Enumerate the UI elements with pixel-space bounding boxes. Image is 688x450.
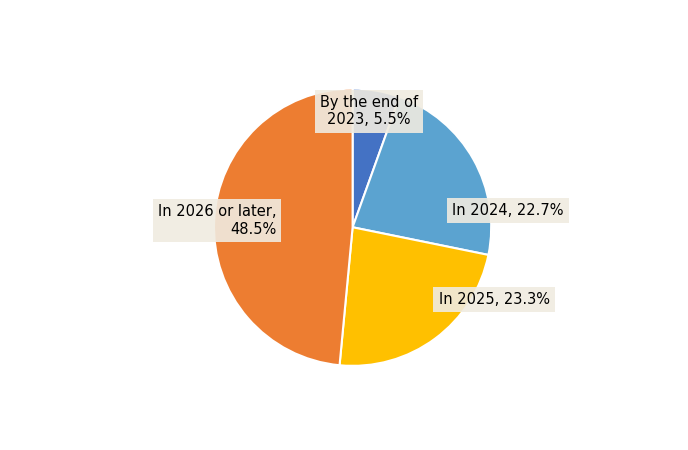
Wedge shape [340, 227, 488, 366]
Wedge shape [353, 97, 491, 255]
Text: By the end of
2023, 5.5%: By the end of 2023, 5.5% [320, 95, 418, 127]
Wedge shape [214, 89, 353, 365]
Text: In 2026 or later,
48.5%: In 2026 or later, 48.5% [158, 204, 277, 237]
Text: In 2024, 22.7%: In 2024, 22.7% [453, 203, 564, 218]
Text: In 2025, 23.3%: In 2025, 23.3% [438, 292, 550, 307]
Wedge shape [352, 89, 400, 227]
